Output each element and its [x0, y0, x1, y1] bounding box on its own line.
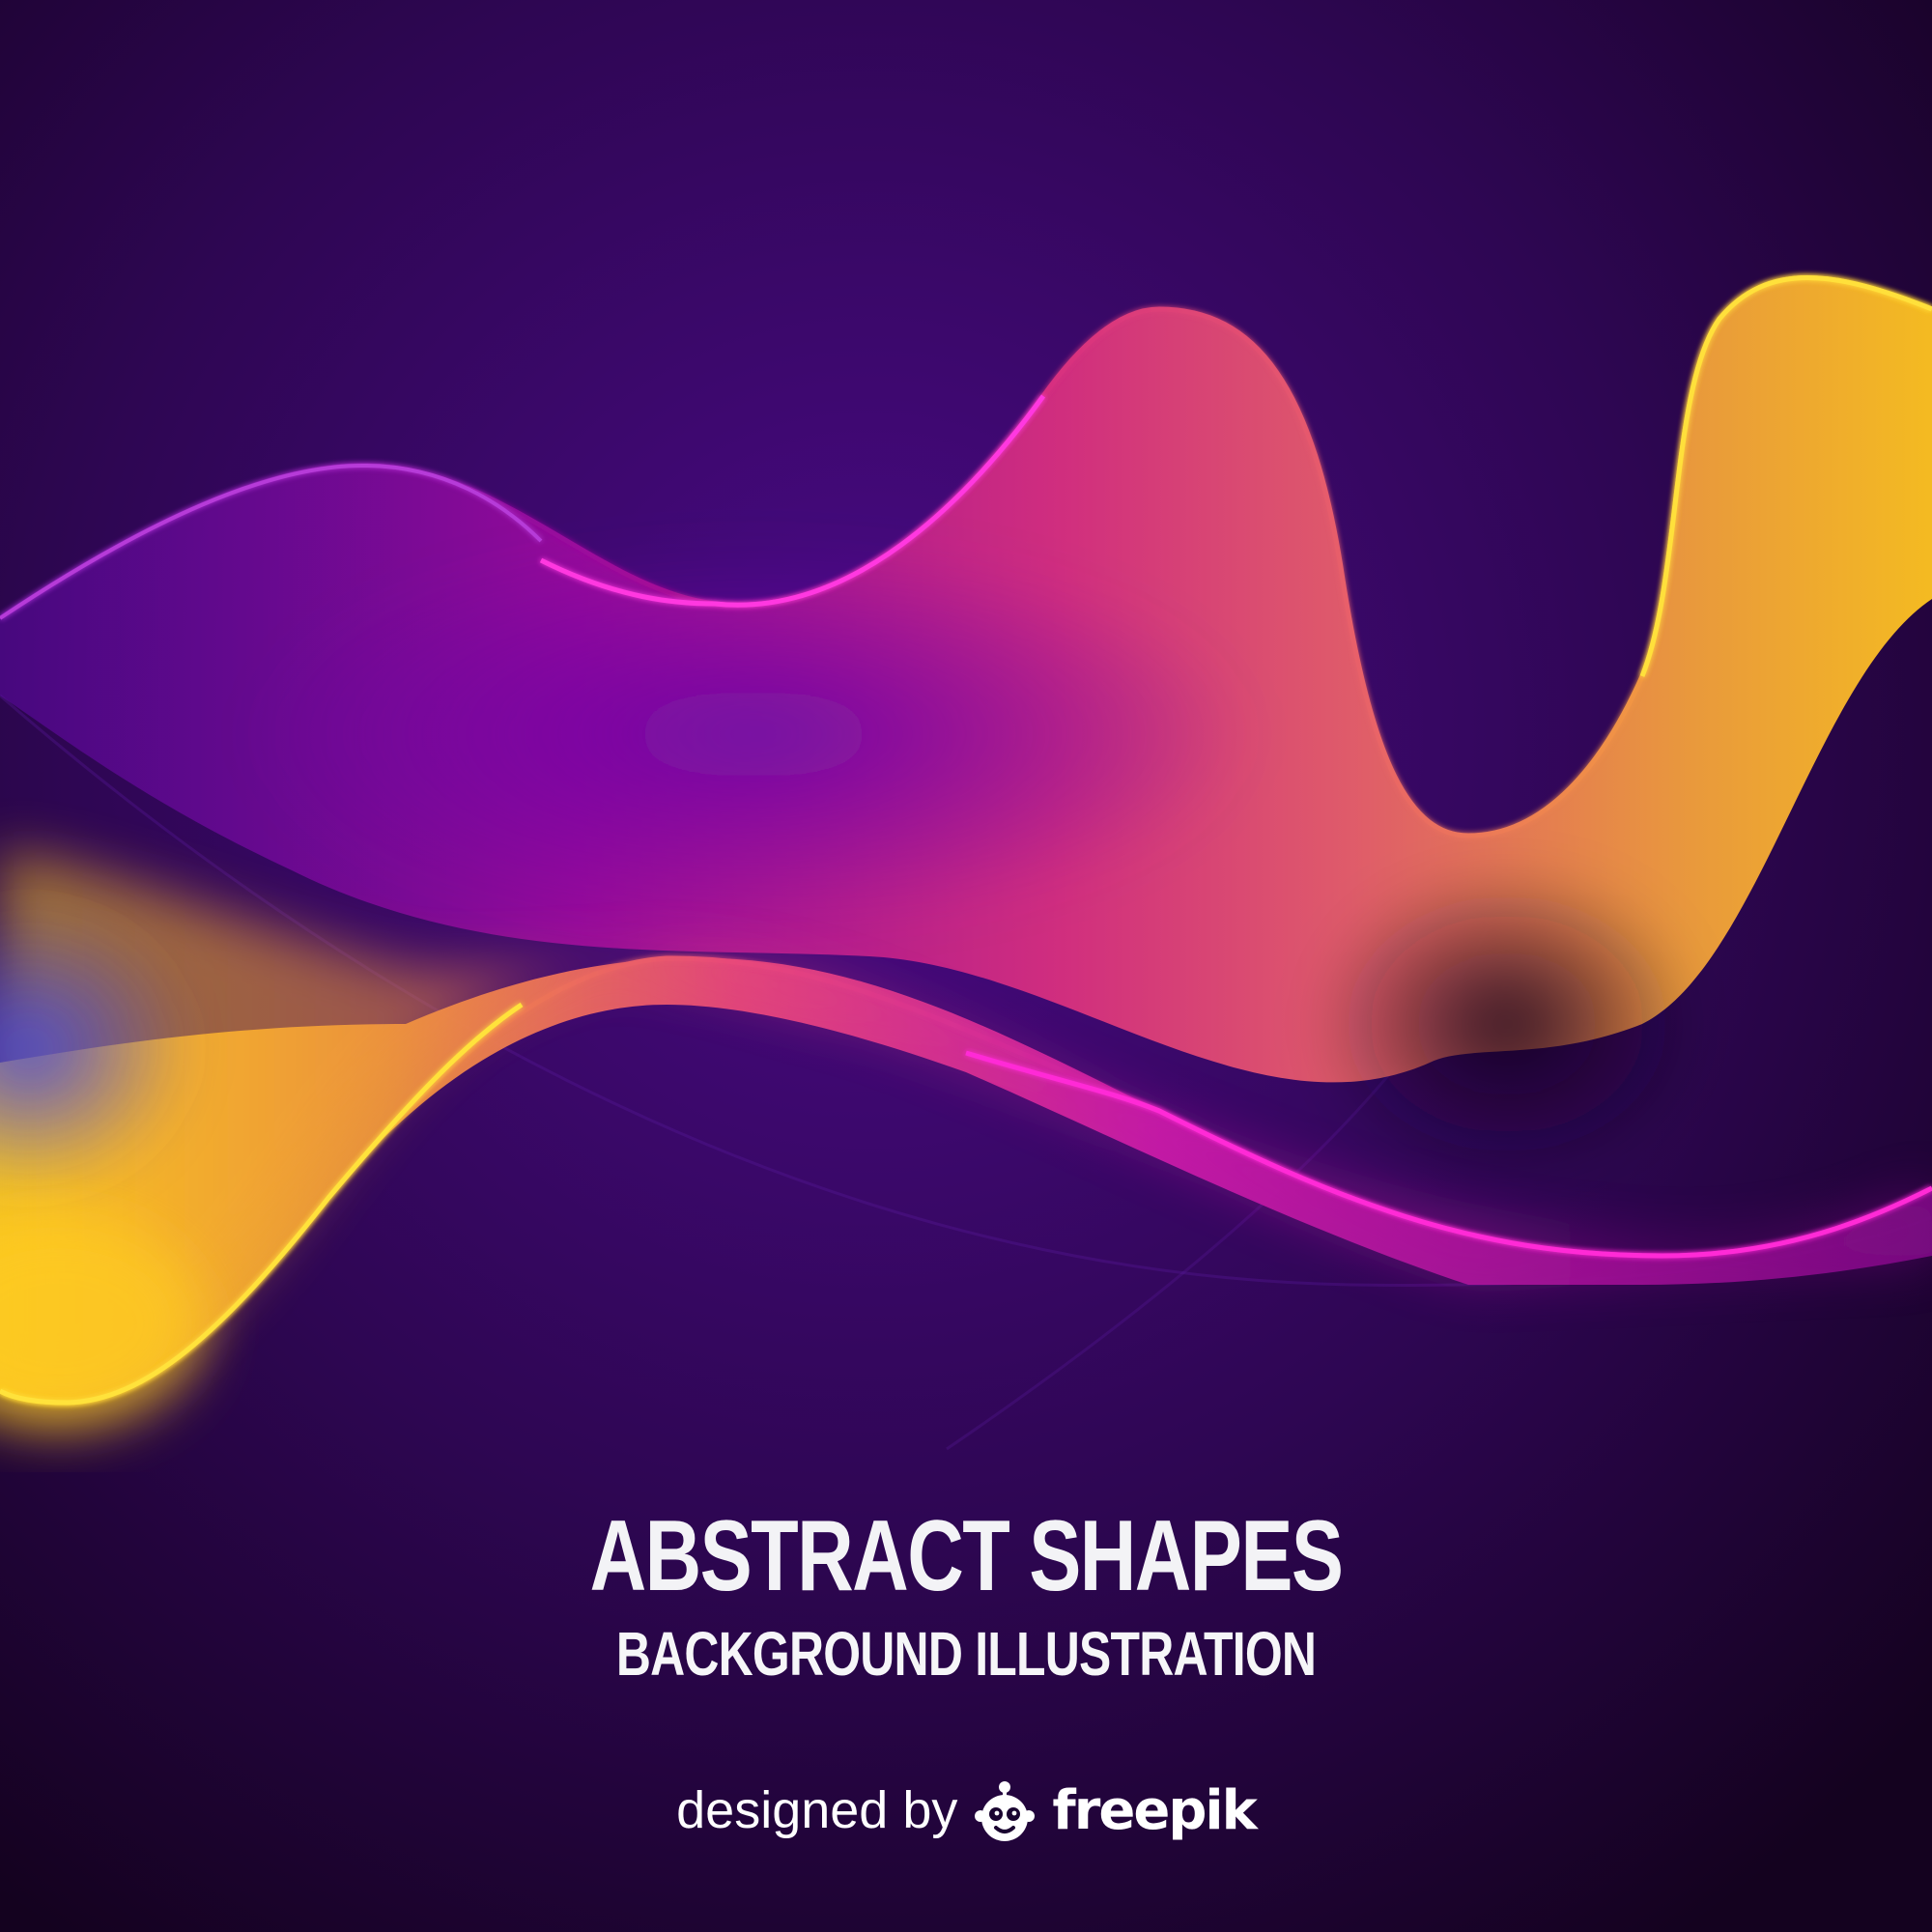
- freepik-wordmark: freepik: [1052, 1778, 1257, 1842]
- upper-wave-left-edge: [0, 463, 543, 620]
- lower-wave-glow: [0, 850, 1932, 1401]
- upper-wave-edge-highlight: [539, 394, 1046, 608]
- freepik-mascot-icon: [975, 1781, 1036, 1841]
- blue-glow: [0, 903, 193, 1193]
- dark-pocket: [1314, 869, 1700, 1179]
- upper-right-yellow-edge: [1639, 275, 1932, 677]
- credit-prefix: designed by: [676, 1781, 958, 1839]
- center-glow: [251, 541, 1256, 927]
- attribution: designed by freepik: [0, 1777, 1932, 1843]
- lower-wave-edge-highlight: [0, 1002, 524, 1406]
- lower-wave-magenta-edge: [965, 1050, 1932, 1259]
- title: ABSTRACT SHAPES: [589, 1500, 1344, 1612]
- subtitle: BACKGROUND ILLUSTRATION: [615, 1619, 1317, 1689]
